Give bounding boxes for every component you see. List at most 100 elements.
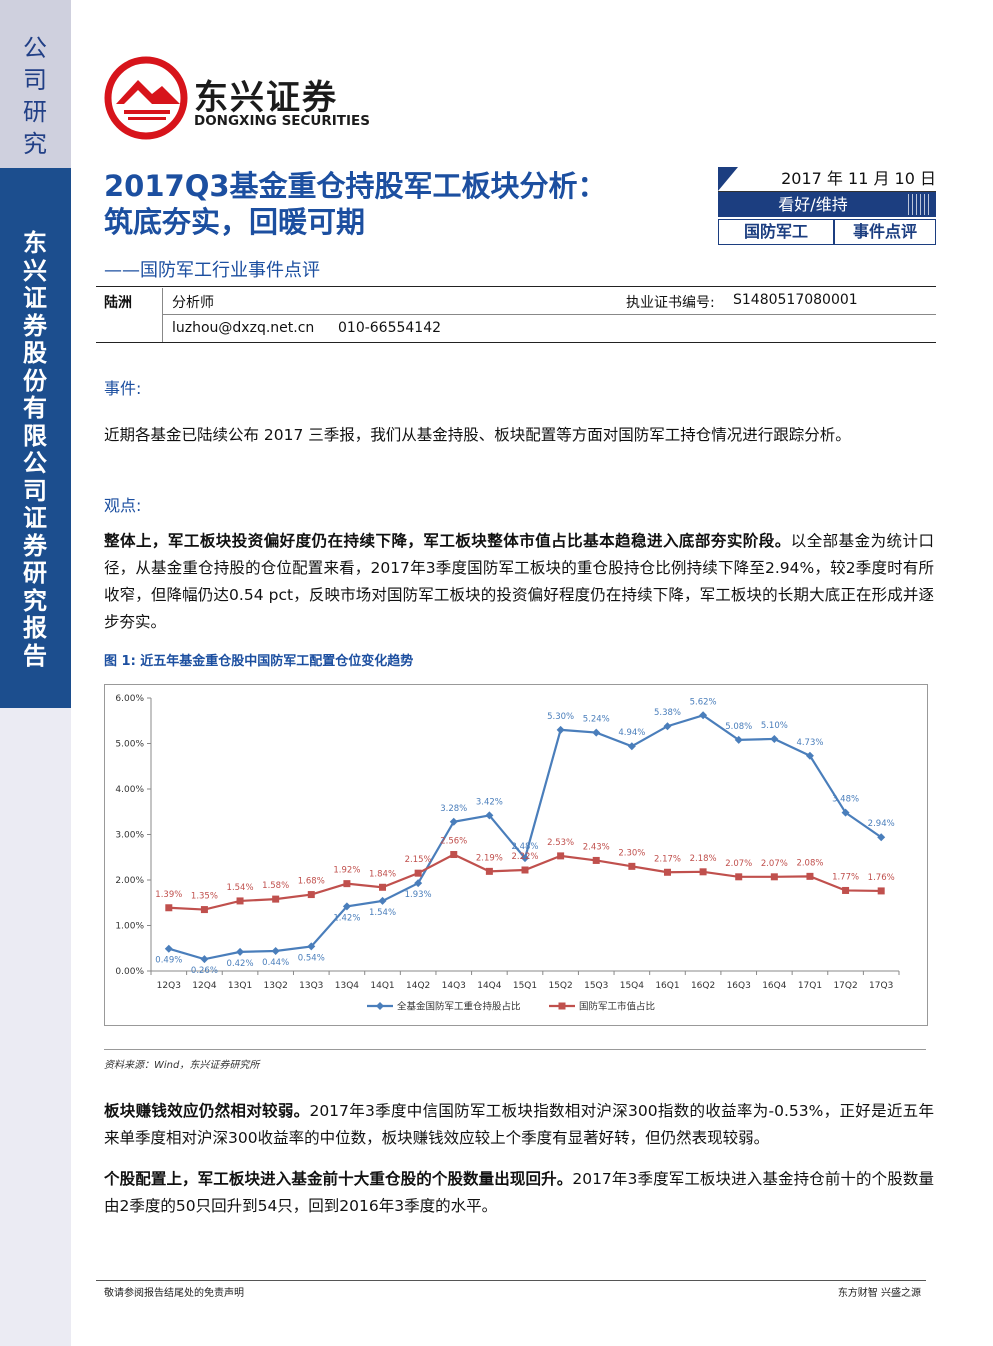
y-tick-label: 1.00% xyxy=(115,922,144,932)
series-2-point xyxy=(628,862,636,870)
data-label: 2.17% xyxy=(654,854,681,864)
analyst-role: 分析师 xyxy=(172,295,214,311)
data-label: 5.24% xyxy=(583,715,610,725)
series-1-point xyxy=(236,947,245,956)
data-label: 1.84% xyxy=(369,869,396,879)
series-2-point xyxy=(165,904,173,912)
report-subtitle: ——国防军工行业事件点评 xyxy=(104,260,320,281)
data-label: 3.28% xyxy=(440,804,467,814)
figure-source: 资料来源：Wind，东兴证券研究所 xyxy=(104,1060,260,1071)
data-label: 0.49% xyxy=(155,956,182,966)
x-tick-label: 16Q3 xyxy=(727,981,751,991)
data-label: 1.93% xyxy=(405,890,432,900)
analyst-mid-rule xyxy=(162,314,936,315)
x-tick-label: 17Q3 xyxy=(869,981,893,991)
x-tick-label: 15Q3 xyxy=(584,981,608,991)
data-label: 5.10% xyxy=(761,721,788,731)
series-1-point xyxy=(307,942,316,951)
series-1-point xyxy=(521,854,529,863)
x-tick-label: 13Q3 xyxy=(299,981,323,991)
y-tick-label: 0.00% xyxy=(115,967,144,977)
series-2-point xyxy=(699,868,707,876)
data-label: 4.73% xyxy=(796,738,823,748)
view-paragraph-1: 整体上，军工板块投资偏好度仍在持续下降，军工板块整体市值占比基本趋稳进入底部夯实… xyxy=(104,528,934,636)
data-label: 2.08% xyxy=(796,858,823,868)
series-1-point xyxy=(877,833,886,842)
y-tick-label: 5.00% xyxy=(115,740,144,750)
x-tick-label: 13Q4 xyxy=(335,981,360,991)
analyst-email: luzhou@dxzq.net.cn xyxy=(172,320,315,336)
event-heading: 事件: xyxy=(104,379,142,398)
series-line-1 xyxy=(168,714,882,961)
sidebar-category: 公司研究 xyxy=(0,0,71,168)
data-label: 0.54% xyxy=(298,953,325,963)
report-date: 2017 年 11 月 10 日 xyxy=(718,167,936,192)
series-1-point xyxy=(200,955,209,964)
legend-marker-2 xyxy=(558,1002,566,1010)
x-tick-label: 12Q4 xyxy=(192,981,217,991)
y-tick-label: 2.00% xyxy=(115,876,144,886)
x-tick-label: 14Q2 xyxy=(406,981,430,991)
series-1-point xyxy=(805,751,814,760)
industry-tag: 国防军工 xyxy=(718,219,834,245)
x-tick-label: 14Q1 xyxy=(370,981,394,991)
data-label: 3.48% xyxy=(832,795,859,805)
data-label: 1.77% xyxy=(832,872,859,882)
series-2-point xyxy=(379,883,387,891)
series-2-point xyxy=(557,852,565,860)
analyst-divider xyxy=(162,288,163,342)
analyst-phone: 010-66554142 xyxy=(338,320,442,336)
legend-label-2: 国防军工市值占比 xyxy=(579,1001,655,1013)
series-1-point xyxy=(164,944,173,953)
series-1-point xyxy=(414,879,423,888)
view-paragraph-3-text: 2017年3季度军工板块进入基金持仓前十的个股数量由2季度的50只回升到54只，… xyxy=(104,1170,934,1215)
series-2-point xyxy=(770,873,778,881)
x-tick-label: 17Q2 xyxy=(833,981,857,991)
view-heading: 观点: xyxy=(104,496,142,515)
analyst-top-rule xyxy=(96,286,936,287)
series-1-point xyxy=(592,728,601,737)
data-label: 1.42% xyxy=(333,913,360,923)
figure-caption: 图 1: 近五年基金重仓股中国防军工配置仓位变化趋势 xyxy=(104,654,414,669)
series-2-point xyxy=(200,906,208,914)
series-2-point xyxy=(414,869,422,877)
series-1-point xyxy=(770,734,779,743)
analyst-name: 陆洲 xyxy=(104,295,132,311)
series-2-point xyxy=(485,867,493,875)
series-2-point xyxy=(663,868,671,876)
series-2-point xyxy=(735,873,743,881)
series-1-point xyxy=(271,946,280,955)
series-1-point xyxy=(449,817,458,826)
view-paragraph-3-lead: 个股配置上，军工板块进入基金前十大重仓股的个股数量出现回升。 xyxy=(104,1170,573,1188)
chart-frame: 0.00% 1.00% 2.00% 3.00% 4.00% 5.00% 6.00% 12Q3 1… xyxy=(104,684,928,1026)
report-type-tag: 事件点评 xyxy=(834,219,936,245)
event-paragraph: 近期各基金已陆续公布 2017 三季报，我们从基金持股、板块配置等方面对国防军工… xyxy=(104,426,851,444)
data-label: 2.15% xyxy=(405,855,432,865)
series-2-point xyxy=(842,886,850,894)
data-label: 1.58% xyxy=(262,881,289,891)
x-tick-label: 17Q1 xyxy=(798,981,822,991)
series-1-point xyxy=(734,735,743,744)
x-tick-label: 13Q1 xyxy=(228,981,252,991)
view-paragraph-1-text: 以全部基金为统计口径，从基金重仓持股的仓位配置来看，2017年3季度国防军工板块… xyxy=(104,532,934,631)
data-label: 5.08% xyxy=(725,722,752,732)
data-label: 2.56% xyxy=(440,837,467,847)
x-tick-label: 16Q1 xyxy=(655,981,679,991)
series-2-point xyxy=(272,895,280,903)
view-paragraph-2-lead: 板块赚钱效应仍然相对较弱。 xyxy=(104,1102,310,1120)
data-label: 2.22% xyxy=(511,852,538,862)
dongxing-logo-icon xyxy=(104,56,188,140)
company-vertical-label: 东兴证券股份有限公司证券研究报告 xyxy=(23,229,47,670)
view-paragraph-1-lead: 整体上，军工板块投资偏好度仍在持续下降，军工板块整体市值占比基本趋稳进入底部夯实… xyxy=(104,532,791,550)
x-tick-label: 16Q4 xyxy=(762,981,787,991)
x-tick-label: 14Q3 xyxy=(442,981,466,991)
rating-stripes xyxy=(908,194,930,215)
series-2-point xyxy=(307,891,315,899)
sidebar-company: 东兴证券股份有限公司证券研究报告 xyxy=(0,168,71,708)
category-label: 公司研究 xyxy=(23,34,47,158)
series-1-point xyxy=(663,722,672,731)
series-2-point xyxy=(236,897,244,905)
sidebar: 公司研究 东兴证券股份有限公司证券研究报告 xyxy=(0,0,71,1346)
series-1-point xyxy=(378,896,387,905)
data-label: 2.07% xyxy=(761,859,788,869)
